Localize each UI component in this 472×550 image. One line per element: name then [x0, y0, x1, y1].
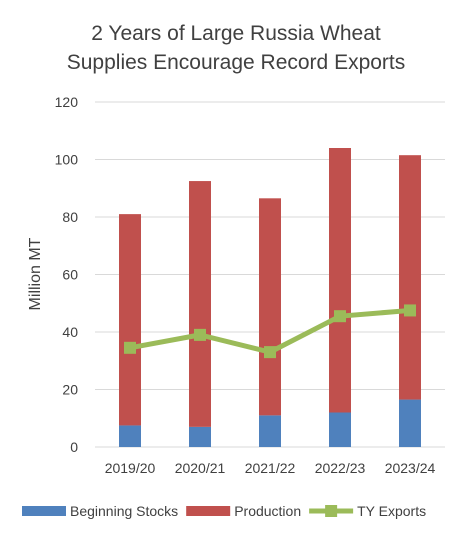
x-tick-label: 2021/22 [245, 460, 296, 476]
bar-production-2021-22 [259, 198, 281, 416]
y-tick-label: 60 [62, 267, 78, 283]
bar-production-2020-21 [189, 181, 211, 427]
x-tick-label: 2019/20 [105, 460, 156, 476]
y-tick-label: 100 [55, 152, 79, 168]
legend-swatch-production [186, 506, 231, 516]
bar-production-2022-23 [329, 148, 351, 413]
y-tick-label: 0 [70, 439, 78, 455]
legend-label-ty-exports: TY Exports [357, 503, 426, 519]
y-tick-labels: 0 20 40 60 80 100 120 [55, 94, 79, 455]
point-2020-21 [194, 328, 206, 341]
point-2022-23 [334, 310, 346, 323]
chart-title-line-1: 2 Years of Large Russia Wheat [91, 22, 381, 45]
legend-label-production: Production [234, 503, 301, 519]
legend-label-beginning-stocks: Beginning Stocks [70, 503, 178, 519]
legend: Beginning Stocks Production TY Exports [22, 503, 426, 519]
bar-beginning-stocks-2020-21 [189, 426, 211, 447]
bar-production-2019-20 [119, 214, 141, 426]
y-tick-label: 120 [55, 94, 79, 110]
bar-beginning-stocks-2019-20 [119, 425, 141, 447]
point-2021-22 [264, 346, 276, 359]
point-2019-20 [124, 341, 136, 354]
bar-production-2023-24 [399, 155, 421, 400]
y-tick-label: 40 [62, 324, 78, 340]
point-2023-24 [404, 304, 416, 317]
chart-title-line-2: Supplies Encourage Record Exports [67, 51, 406, 74]
y-axis-label: Million MT [27, 237, 44, 310]
x-tick-label: 2023/24 [385, 460, 436, 476]
bar-beginning-stocks-2021-22 [259, 415, 281, 447]
y-tick-label: 20 [62, 382, 78, 398]
exports-line [124, 304, 416, 359]
x-tick-label: 2022/23 [315, 460, 366, 476]
legend-marker-ty-exports [325, 505, 338, 517]
x-tick-label: 2020/21 [175, 460, 226, 476]
bar-beginning-stocks-2023-24 [399, 399, 421, 447]
y-tick-label: 80 [62, 209, 78, 225]
x-tick-labels: 2019/20 2020/21 2021/22 2022/23 2023/24 [105, 460, 436, 476]
bars [119, 148, 421, 447]
bar-beginning-stocks-2022-23 [329, 412, 351, 447]
legend-swatch-beginning-stocks [22, 506, 66, 516]
